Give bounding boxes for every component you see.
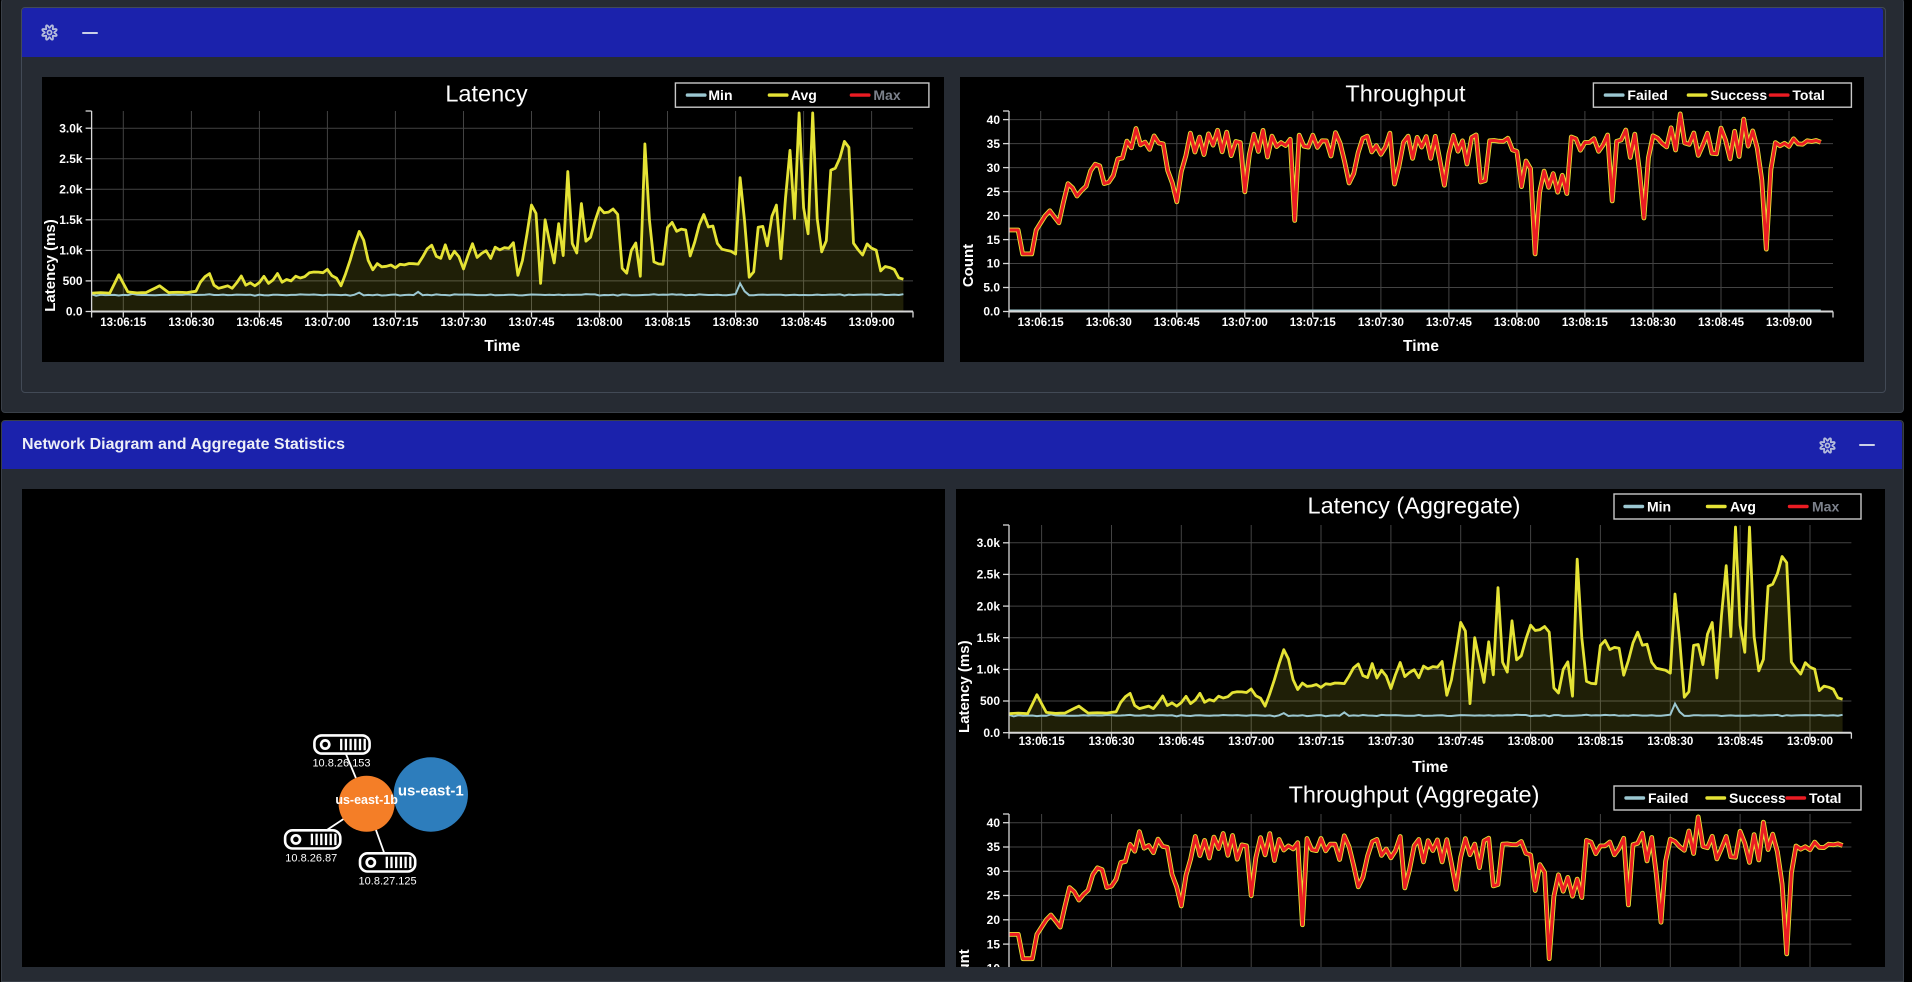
svg-text:13:08:45: 13:08:45 <box>1698 317 1745 329</box>
svg-text:2.0k: 2.0k <box>59 183 83 197</box>
svg-text:0.0: 0.0 <box>983 726 1000 740</box>
svg-text:13:06:45: 13:06:45 <box>236 317 283 329</box>
svg-text:13:09:00: 13:09:00 <box>1766 317 1812 329</box>
svg-text:Latency (Aggregate): Latency (Aggregate) <box>1308 493 1521 519</box>
svg-text:13:06:15: 13:06:15 <box>1019 736 1066 748</box>
svg-text:13:07:30: 13:07:30 <box>1358 317 1404 329</box>
svg-text:35: 35 <box>987 840 1001 854</box>
svg-text:13:06:30: 13:06:30 <box>168 317 214 329</box>
svg-text:10.8.26.87: 10.8.26.87 <box>285 853 337 865</box>
svg-text:13:07:45: 13:07:45 <box>508 317 555 329</box>
svg-text:Latency (ms): Latency (ms) <box>42 219 59 312</box>
svg-text:35: 35 <box>987 137 1001 151</box>
svg-text:13:07:00: 13:07:00 <box>1228 736 1274 748</box>
svg-text:10: 10 <box>987 257 1001 271</box>
svg-text:Throughput: Throughput <box>1345 81 1466 107</box>
svg-text:13:07:45: 13:07:45 <box>1426 317 1473 329</box>
svg-text:0.0: 0.0 <box>66 305 83 319</box>
svg-text:13:07:30: 13:07:30 <box>1368 736 1414 748</box>
svg-text:13:07:00: 13:07:00 <box>304 317 350 329</box>
svg-text:13:06:45: 13:06:45 <box>1154 317 1201 329</box>
svg-text:40: 40 <box>987 113 1001 127</box>
svg-text:5.0: 5.0 <box>983 281 1000 295</box>
svg-text:13:08:00: 13:08:00 <box>1508 736 1554 748</box>
svg-text:500: 500 <box>63 274 83 288</box>
svg-text:Count: Count <box>956 949 973 967</box>
svg-text:25: 25 <box>987 889 1001 903</box>
svg-text:3.0k: 3.0k <box>977 536 1001 550</box>
svg-text:13:07:00: 13:07:00 <box>1222 317 1268 329</box>
svg-text:2.5k: 2.5k <box>977 568 1001 582</box>
svg-text:13:08:30: 13:08:30 <box>1630 317 1676 329</box>
svg-text:13:08:45: 13:08:45 <box>1717 736 1764 748</box>
svg-text:Min: Min <box>1647 499 1671 515</box>
svg-text:Total: Total <box>1809 790 1841 806</box>
svg-text:us-east-1b: us-east-1b <box>335 793 398 807</box>
svg-text:Latency: Latency <box>445 81 528 107</box>
svg-text:us-east-1: us-east-1 <box>398 783 464 800</box>
svg-text:Avg: Avg <box>1730 499 1756 515</box>
svg-text:15: 15 <box>987 937 1001 951</box>
svg-text:Success: Success <box>1729 790 1786 806</box>
svg-text:13:07:15: 13:07:15 <box>372 317 419 329</box>
svg-text:13:09:00: 13:09:00 <box>849 317 895 329</box>
svg-text:500: 500 <box>980 694 1000 708</box>
svg-text:13:06:45: 13:06:45 <box>1158 736 1205 748</box>
svg-text:1.5k: 1.5k <box>59 213 83 227</box>
svg-text:1.0k: 1.0k <box>977 663 1001 677</box>
svg-text:Total: Total <box>1792 87 1824 103</box>
svg-text:13:07:45: 13:07:45 <box>1438 736 1485 748</box>
svg-text:13:08:15: 13:08:15 <box>1577 736 1624 748</box>
svg-text:Min: Min <box>708 87 732 103</box>
svg-text:10.8.27.125: 10.8.27.125 <box>359 875 417 887</box>
svg-text:10: 10 <box>987 962 1001 967</box>
svg-text:3.0k: 3.0k <box>59 121 83 135</box>
svg-text:Throughput (Aggregate): Throughput (Aggregate) <box>1289 782 1540 808</box>
svg-text:13:08:15: 13:08:15 <box>1562 317 1609 329</box>
svg-text:13:07:15: 13:07:15 <box>1290 317 1337 329</box>
svg-text:13:08:00: 13:08:00 <box>576 317 622 329</box>
svg-text:13:07:30: 13:07:30 <box>440 317 486 329</box>
svg-text:15: 15 <box>987 233 1001 247</box>
svg-text:10.8.26.153: 10.8.26.153 <box>312 758 370 770</box>
svg-text:Time: Time <box>1403 338 1439 355</box>
svg-text:25: 25 <box>987 185 1001 199</box>
svg-text:Latency (ms): Latency (ms) <box>956 640 973 733</box>
svg-text:30: 30 <box>987 865 1001 879</box>
svg-text:13:06:30: 13:06:30 <box>1086 317 1132 329</box>
svg-text:Count: Count <box>960 244 977 287</box>
svg-text:Avg: Avg <box>791 87 817 103</box>
svg-text:Time: Time <box>1412 759 1448 776</box>
svg-text:13:09:00: 13:09:00 <box>1787 736 1833 748</box>
svg-text:13:08:00: 13:08:00 <box>1494 317 1540 329</box>
svg-text:0.0: 0.0 <box>983 305 1000 319</box>
svg-text:13:06:30: 13:06:30 <box>1088 736 1134 748</box>
svg-text:Success: Success <box>1710 87 1767 103</box>
svg-text:13:08:30: 13:08:30 <box>1647 736 1693 748</box>
svg-text:1.0k: 1.0k <box>59 244 83 258</box>
svg-text:13:08:45: 13:08:45 <box>781 317 828 329</box>
svg-text:Max: Max <box>873 87 900 103</box>
svg-text:13:08:30: 13:08:30 <box>713 317 759 329</box>
svg-text:1.5k: 1.5k <box>977 631 1001 645</box>
svg-text:40: 40 <box>987 816 1001 830</box>
svg-text:13:06:15: 13:06:15 <box>100 317 147 329</box>
svg-text:Failed: Failed <box>1648 790 1688 806</box>
svg-text:2.0k: 2.0k <box>977 599 1001 613</box>
svg-text:Failed: Failed <box>1627 87 1667 103</box>
svg-text:20: 20 <box>987 913 1001 927</box>
svg-text:20: 20 <box>987 209 1001 223</box>
svg-text:13:08:15: 13:08:15 <box>644 317 691 329</box>
svg-text:Time: Time <box>484 338 520 355</box>
svg-text:13:06:15: 13:06:15 <box>1018 317 1065 329</box>
svg-text:Max: Max <box>1812 499 1839 515</box>
svg-text:30: 30 <box>987 161 1001 175</box>
svg-text:2.5k: 2.5k <box>59 152 83 166</box>
svg-text:13:07:15: 13:07:15 <box>1298 736 1345 748</box>
